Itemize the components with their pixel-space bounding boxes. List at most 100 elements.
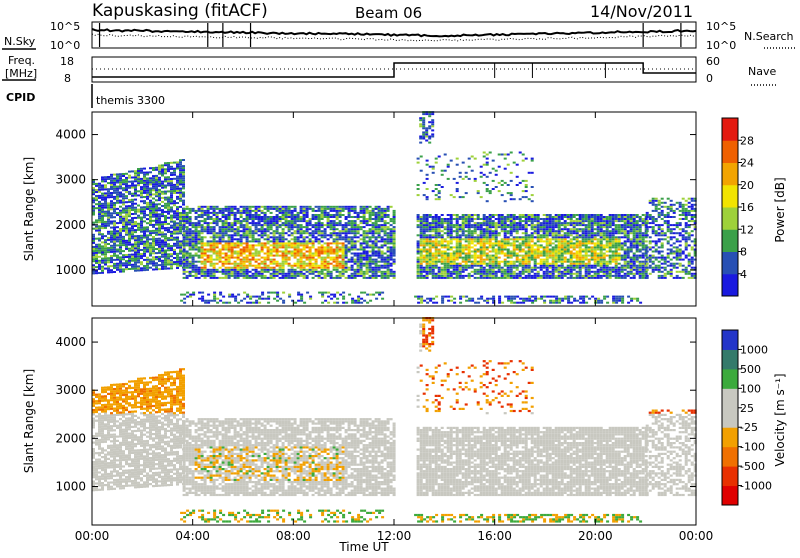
power-cell (480, 267, 483, 269)
power-cell (107, 178, 110, 180)
power-cell (182, 177, 185, 179)
power-cell (318, 240, 321, 242)
power-cell (327, 273, 330, 275)
power-cell (276, 232, 279, 234)
power-cell (393, 238, 396, 240)
power-cell (381, 212, 384, 214)
power-cell (110, 259, 113, 261)
power-cell (101, 254, 104, 256)
power-cell (540, 240, 543, 242)
power-cell (537, 277, 540, 279)
power-cell (176, 210, 179, 212)
power-cell (173, 237, 176, 239)
power-cell (420, 261, 423, 263)
power-cell (549, 263, 552, 265)
power-cell (495, 259, 498, 261)
power-cell (131, 195, 134, 197)
power-cell (300, 228, 303, 230)
power-cell (270, 269, 273, 271)
power-cell (170, 259, 173, 261)
power-cell (333, 267, 336, 269)
power-cell (303, 246, 306, 248)
power-cell (173, 184, 176, 186)
power-cell (429, 253, 432, 255)
power-cell (564, 232, 567, 234)
power-cell (152, 216, 155, 218)
power-cell (149, 263, 152, 265)
power-cell (258, 240, 261, 242)
power-cell (189, 220, 192, 222)
power-cell (282, 257, 285, 259)
power-cell (173, 192, 176, 194)
power-cell (255, 244, 258, 246)
power-cell (261, 216, 264, 218)
power-cell (537, 230, 540, 232)
power-cell (426, 253, 429, 255)
power-cell (318, 230, 321, 232)
power-cell (131, 170, 134, 172)
power-cell (381, 216, 384, 218)
power-cell (176, 222, 179, 224)
power-cell (483, 244, 486, 246)
power-cell (363, 251, 366, 253)
power-cell (107, 207, 110, 209)
power-cell (351, 267, 354, 269)
power-cell (267, 216, 270, 218)
power-cell (204, 265, 207, 267)
power-cell (324, 206, 327, 208)
power-cell (104, 257, 107, 259)
power-cell (128, 201, 131, 203)
power-cell (98, 240, 101, 242)
power-cell (119, 220, 122, 222)
power-cell (429, 230, 432, 232)
power-cell (327, 253, 330, 255)
power-cell (579, 222, 582, 224)
power-cell (252, 269, 255, 271)
power-cell (264, 224, 267, 226)
power-cell (240, 234, 243, 236)
power-cell (134, 256, 137, 258)
power-cell (459, 240, 462, 242)
power-cell (594, 275, 597, 277)
power-cell (101, 262, 104, 264)
power-cell (534, 253, 537, 255)
power-cell (285, 244, 288, 246)
power-cell (276, 206, 279, 208)
power-cell (240, 244, 243, 246)
power-cell (167, 231, 170, 233)
power-cell (393, 210, 396, 212)
power-cell (594, 216, 597, 218)
power-cell (417, 263, 420, 265)
power-cell (369, 214, 372, 216)
power-cell (504, 232, 507, 234)
power-cell (510, 214, 513, 216)
power-cell (468, 253, 471, 255)
power-cell (429, 267, 432, 269)
power-cell (315, 261, 318, 263)
power-cell (468, 236, 471, 238)
power-cell (381, 275, 384, 277)
power-cell (183, 226, 186, 228)
power-cell (393, 261, 396, 263)
power-cell (128, 230, 131, 232)
power-cell (363, 236, 366, 238)
power-cell (597, 273, 600, 275)
power-cell (336, 255, 339, 257)
power-cell (158, 268, 161, 270)
power-cell (164, 229, 167, 231)
power-cell (456, 257, 459, 259)
power-cell (210, 240, 213, 242)
power-cell (158, 242, 161, 244)
power-cell (432, 263, 435, 265)
power-cell (216, 263, 219, 265)
power-cell (210, 216, 213, 218)
power-cell (98, 183, 101, 185)
power-cell (300, 255, 303, 257)
power-cell (558, 267, 561, 269)
power-cell (372, 259, 375, 261)
power-cell (540, 265, 543, 267)
power-cell (441, 255, 444, 257)
power-cell (210, 236, 213, 238)
power-cell (143, 267, 146, 269)
power-cell (119, 267, 122, 269)
